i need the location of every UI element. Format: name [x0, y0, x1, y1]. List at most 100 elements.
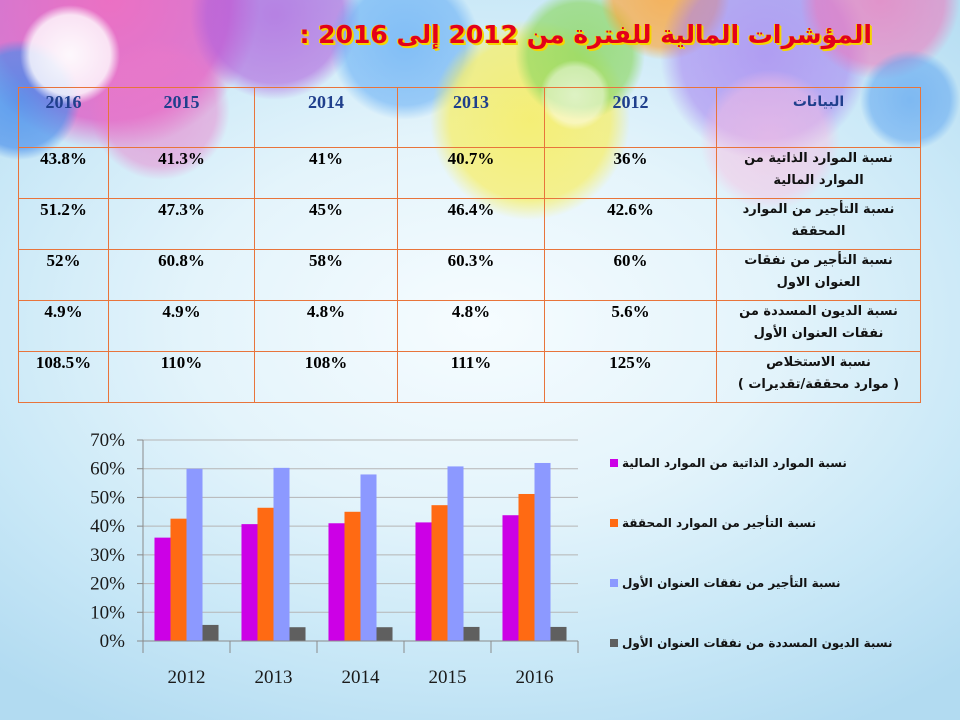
- bar-series-2-2012: [170, 518, 187, 641]
- row-label-line: نسبة الديون المسددة من: [739, 304, 898, 319]
- bar-series-3-2015: [447, 466, 464, 641]
- bar-series-2-2014: [344, 511, 361, 641]
- header-cell-year: 2013: [397, 87, 545, 148]
- bar-series-3-2014: [360, 474, 377, 641]
- legend-marker: [610, 639, 618, 647]
- header-cell-year: 2016: [18, 87, 109, 148]
- value-cell: 4.9%: [108, 300, 255, 352]
- bar-series-4-2016: [550, 626, 567, 641]
- bar-series-3-2012: [186, 468, 203, 641]
- value-cell: 60%: [544, 249, 717, 301]
- bar-series-1-2015: [415, 522, 432, 641]
- y-tick-label: 40%: [90, 516, 125, 537]
- value-cell: 45%: [254, 198, 398, 250]
- value-text: 4.8%: [306, 302, 346, 321]
- value-text: 52%: [46, 251, 81, 270]
- value-cell: 111%: [397, 351, 545, 403]
- bar-series-4-2014: [376, 627, 393, 641]
- value-text: 5.6%: [611, 302, 650, 321]
- value-cell: 43.8%: [18, 147, 109, 199]
- value-text: 47.3%: [158, 200, 205, 219]
- value-cell: 60.3%: [397, 249, 545, 301]
- financial-indicators-table: البيانات 2012 2013 2014 2015 2016 نسبة ا…: [18, 87, 921, 403]
- value-cell: 41.3%: [108, 147, 255, 199]
- value-text: 51.2%: [40, 200, 87, 219]
- value-cell: 4.8%: [397, 300, 545, 352]
- legend-marker: [610, 459, 618, 467]
- bar-series-1-2012: [154, 537, 171, 641]
- legend-item: نسبة الديون المسددة من نفقات العنوان الأ…: [610, 633, 910, 653]
- value-text: 108%: [304, 353, 348, 372]
- table-row: نسبة التأجير من الموارد المحققة 42.6% 46…: [18, 198, 921, 250]
- value-cell: 46.4%: [397, 198, 545, 250]
- value-text: 46.4%: [447, 200, 495, 219]
- value-text: 58%: [309, 251, 343, 270]
- legend-label: نسبة الموارد الذاتية من الموارد المالية: [622, 456, 847, 470]
- table-row: نسبة الديون المسددة من نفقات العنوان الأ…: [18, 300, 921, 352]
- bar-series-1-2013: [241, 524, 258, 641]
- table-row: نسبة الاستخلاص ( موارد محققة/تقديرات ) 1…: [18, 351, 921, 403]
- bar-series-3-2016: [534, 462, 551, 641]
- legend-label: نسبة التأجير من نفقات العنوان الأول: [622, 576, 841, 590]
- value-cell: 52%: [18, 249, 109, 301]
- bar-series-2-2013: [257, 507, 274, 641]
- row-label-line: الموارد المالية: [773, 173, 864, 188]
- x-category-label: 2014: [342, 667, 381, 688]
- value-cell: 108%: [254, 351, 398, 403]
- value-text: 36%: [613, 149, 648, 168]
- value-cell: 42.6%: [544, 198, 717, 250]
- bar-series-1-2016: [502, 515, 519, 641]
- table-row: نسبة التأجير من نفقات العنوان الاول 60% …: [18, 249, 921, 301]
- x-category-label: 2016: [516, 667, 554, 688]
- header-cell-year: 2014: [254, 87, 398, 148]
- bar-chart: 0% 10% 20% 30% 40% 50% 60% 70% 2012 2013 2014 2015 2…: [90, 430, 579, 688]
- bar-series-2-2015: [431, 505, 448, 641]
- row-label-cell: نسبة الاستخلاص ( موارد محققة/تقديرات ): [716, 351, 921, 403]
- value-cell: 4.8%: [254, 300, 398, 352]
- y-tick-label: 0%: [100, 631, 126, 652]
- value-text: 110%: [160, 353, 203, 372]
- legend-item: نسبة التأجير من الموارد المحققة: [610, 513, 910, 533]
- y-tick-label: 30%: [90, 545, 125, 566]
- x-category-label: 2013: [255, 667, 293, 688]
- table-header-row: البيانات 2012 2013 2014 2015 2016: [18, 87, 921, 148]
- value-cell: 47.3%: [108, 198, 255, 250]
- value-text: 41%: [309, 149, 343, 168]
- value-cell: 110%: [108, 351, 255, 403]
- legend-item: نسبة الموارد الذاتية من الموارد المالية: [610, 453, 910, 473]
- bar-series-4-2013: [289, 627, 306, 641]
- value-cell: 51.2%: [18, 198, 109, 250]
- row-label-line: نسبة الاستخلاص: [766, 355, 871, 370]
- row-label-cell: نسبة الموارد الذاتية من الموارد المالية: [716, 147, 921, 199]
- value-text: 43.8%: [40, 149, 87, 168]
- header-cell-year: 2015: [108, 87, 255, 148]
- value-text: 60.3%: [447, 251, 495, 270]
- y-tick-label: 50%: [90, 487, 125, 508]
- value-text: 60.8%: [158, 251, 205, 270]
- row-label-line: العنوان الاول: [776, 275, 861, 290]
- row-label-line: نسبة التأجير من نفقات: [744, 253, 893, 268]
- row-label-cell: نسبة التأجير من نفقات العنوان الاول: [716, 249, 921, 301]
- value-text: 125%: [609, 353, 652, 372]
- value-cell: 40.7%: [397, 147, 545, 199]
- value-text: 40.7%: [447, 149, 495, 168]
- value-cell: 41%: [254, 147, 398, 199]
- header-cell-label: البيانات: [716, 87, 921, 148]
- value-text: 42.6%: [607, 200, 654, 219]
- bar-series-4-2012: [202, 624, 219, 641]
- x-category-label: 2015: [429, 667, 467, 688]
- y-tick-label: 20%: [90, 574, 125, 595]
- bar-series-3-2013: [273, 467, 290, 641]
- bar-series-2-2016: [518, 493, 535, 641]
- legend-item: نسبة التأجير من نفقات العنوان الأول: [610, 573, 910, 593]
- row-label-cell: نسبة الديون المسددة من نفقات العنوان الأ…: [716, 300, 921, 352]
- legend-marker: [610, 579, 618, 587]
- value-cell: 58%: [254, 249, 398, 301]
- row-label-line: نسبة التأجير من الموارد: [742, 202, 895, 217]
- value-cell: 5.6%: [544, 300, 717, 352]
- value-text: 4.9%: [162, 302, 201, 321]
- row-label-line: نفقات العنوان الأول: [753, 326, 884, 341]
- x-category-label: 2012: [168, 667, 206, 688]
- y-tick-label: 10%: [90, 602, 125, 623]
